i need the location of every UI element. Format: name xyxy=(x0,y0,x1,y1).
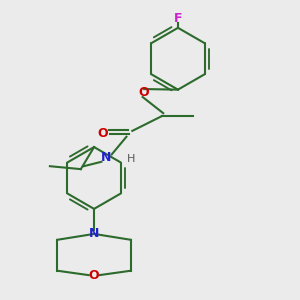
Text: O: O xyxy=(89,268,99,282)
Text: N: N xyxy=(89,227,99,240)
Text: F: F xyxy=(174,13,182,26)
Text: O: O xyxy=(139,86,149,99)
Text: N: N xyxy=(100,151,111,164)
Text: H: H xyxy=(127,154,135,164)
Text: O: O xyxy=(98,127,108,140)
